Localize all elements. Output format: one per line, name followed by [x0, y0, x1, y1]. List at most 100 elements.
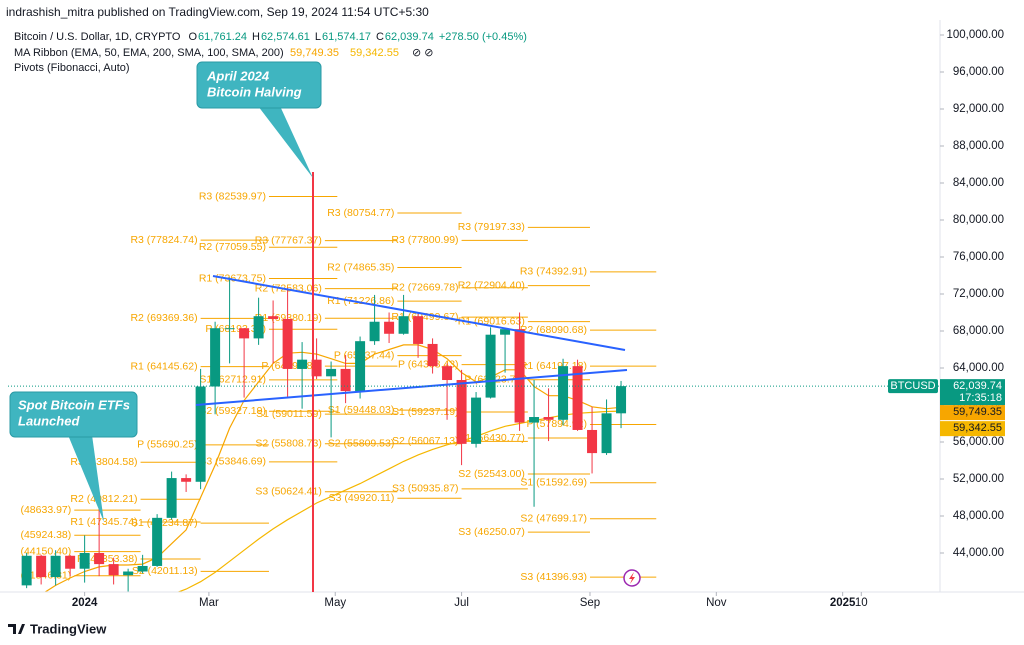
x-tick-label: 2025: [830, 597, 856, 609]
symbol-tag-text: BTCUSD: [890, 380, 935, 392]
candle-body: [282, 318, 293, 369]
symbol-tag: [888, 379, 938, 394]
candle-body: [587, 429, 598, 454]
pivot-label: S3 (50624.41): [255, 486, 322, 498]
ohlc-value: 62,574.61: [261, 31, 310, 43]
candle-body: [224, 328, 235, 330]
pivot-label: S3 (50935.87): [392, 483, 459, 495]
candle-body: [558, 366, 569, 420]
y-tick-label: 88,000.00: [953, 140, 1004, 152]
ma-line: [176, 410, 622, 592]
ma-tag: [940, 405, 1005, 421]
ohlc-value: 61,761.24: [198, 31, 247, 43]
y-tick-label: 72,000.00: [953, 288, 1004, 300]
ma-title: MA Ribbon (EMA, 50, EMA, 200, SMA, 100, …: [14, 47, 284, 59]
candle-body: [21, 555, 32, 586]
candle-body: [195, 386, 206, 482]
pivot-label: R2 (72904.40): [458, 279, 525, 291]
candle-body: [94, 552, 105, 565]
candle-body: [442, 366, 453, 381]
pivot-label: P (55690.25): [137, 439, 198, 451]
ohlc-label: H: [252, 31, 260, 43]
pivot-label: R3 (79197.33): [458, 221, 525, 233]
ma-tag: [940, 421, 1005, 437]
pivot-label: R1 (73673.75): [199, 272, 266, 284]
pivot-label: P (43353.38): [77, 553, 138, 565]
y-tick-label: 64,000.00: [953, 362, 1004, 374]
y-tick-label: 52,000.00: [953, 473, 1004, 485]
candle-body: [427, 343, 438, 367]
candle-body: [297, 359, 308, 369]
pivot-label: R3 (77800.99): [391, 234, 458, 246]
candle-body: [601, 413, 612, 454]
pivot-label: R3 (77824.74): [130, 234, 197, 246]
pivot-label: (44150.40): [20, 545, 71, 557]
candle-body: [50, 555, 61, 578]
candle-body: [355, 341, 366, 392]
y-tick-label: 84,000.00: [953, 177, 1004, 189]
trend-line: [212, 275, 626, 351]
pivot-label: R2 (68090.68): [520, 324, 587, 336]
candle-body: [36, 555, 47, 578]
callout-text: Bitcoin Halving: [207, 84, 302, 99]
candle-body: [123, 571, 134, 576]
price-tag-text: 62,039.74: [953, 380, 1002, 392]
callout-text: Spot Bitcoin ETFs: [18, 397, 130, 412]
y-tick-label: 96,000.00: [953, 66, 1004, 78]
pivot-label: S1 (59237.19): [392, 406, 459, 418]
footer-logo: TradingView: [8, 621, 107, 636]
pivot-label: S3 (41396.93): [520, 571, 587, 583]
pivot-label: S3 (53846.69): [199, 456, 266, 468]
pivot-label: R3 (80754.77): [327, 207, 394, 219]
candle-body: [152, 517, 163, 566]
candle-body: [616, 386, 627, 414]
pivot-label: S1 (59011.59): [256, 408, 322, 420]
pivot-label: S2 (55808.73): [255, 438, 322, 450]
y-tick-label: 68,000.00: [953, 325, 1004, 337]
pivot-label: R2 (72669.78): [391, 282, 458, 294]
alert-icon[interactable]: [623, 569, 641, 587]
candle-body: [543, 417, 554, 420]
pivot-label: R2 (49812.21): [70, 493, 137, 505]
candle-body: [253, 316, 264, 339]
pivot-label: P (57894.92): [526, 418, 587, 430]
pivot-label: R1 (69380.19): [255, 312, 322, 324]
symbol: Bitcoin / U.S. Dollar, 1D, CRYPTO: [14, 31, 181, 43]
candle-body: [311, 359, 322, 377]
x-tick-label: Sep: [580, 597, 600, 609]
callout: Spot Bitcoin ETFs Launched: [9, 391, 138, 522]
pivot-label: R1 (64197.18): [520, 360, 587, 372]
pivot-label: S2 (42011.13): [132, 565, 198, 577]
change: +278.50 (+0.45%): [439, 31, 527, 43]
candle-body: [137, 565, 148, 572]
pivot-label: R3 (77767.37): [255, 234, 322, 246]
plot-area: (48633.97)(45924.38)(44150.40)(41546.31)…: [20, 190, 657, 592]
pivot-label: S2 (55809.53): [328, 438, 395, 450]
x-tick-label: May: [324, 597, 346, 609]
pivot-label: R2 (72583.06): [255, 282, 322, 294]
pivot-label: R1 (47345.74): [70, 516, 137, 528]
candle-body: [340, 368, 351, 392]
candle-body: [485, 334, 496, 398]
countdown-text: 17:35:18: [959, 392, 1002, 404]
x-tick-label: Nov: [706, 597, 727, 609]
y-tick-label: 80,000.00: [953, 214, 1004, 226]
pivot-label: R3 (82539.97): [199, 190, 266, 202]
candle-body: [456, 380, 467, 444]
y-tick-label: 100,000.00: [946, 29, 1004, 41]
ma-value: 59,342.55: [350, 47, 399, 59]
ohlc-value: 61,574.17: [322, 31, 371, 43]
pivots-title: Pivots (Fibonacci, Auto): [14, 62, 130, 74]
pivot-label: R2 (74865.35): [327, 261, 394, 273]
candle-body: [326, 368, 337, 377]
pivot-label: R2 (77059.55): [199, 241, 266, 253]
pivot-label: S2 (52543.00): [458, 468, 525, 480]
pivot-label: S1 (59448.03): [328, 404, 395, 416]
y-tick-label: 76,000.00: [953, 251, 1004, 263]
candle-body: [471, 397, 482, 444]
pivot-label: S1 (51592.69): [520, 477, 587, 489]
ma-tag-text: 59,342.55: [953, 422, 1002, 434]
ma-value: 59,749.35: [290, 47, 339, 59]
eye-icon[interactable]: ⊘ ⊘: [412, 47, 434, 59]
